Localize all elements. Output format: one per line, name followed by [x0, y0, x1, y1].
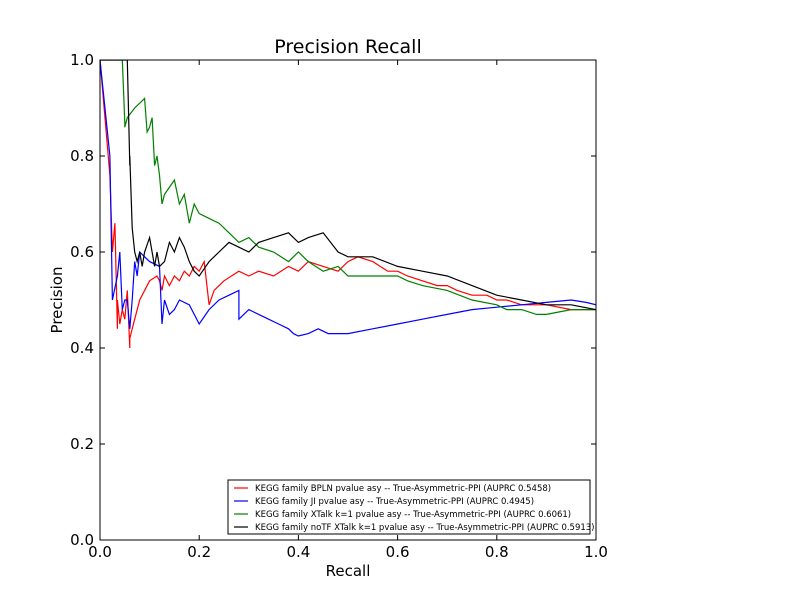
- x-tick-label: 0.6: [386, 543, 410, 561]
- y-axis-label: Precision: [48, 267, 66, 334]
- legend-label-2: KEGG family JI pvalue asy -- True-Asymme…: [255, 497, 534, 507]
- x-tick-label: 0.4: [286, 543, 310, 561]
- y-tick-label: 1.0: [70, 51, 94, 69]
- series-line-4: [100, 60, 596, 311]
- legend-box: [227, 479, 591, 535]
- x-tick-label: 0.2: [187, 543, 211, 561]
- x-tick-label: 0.0: [88, 543, 112, 561]
- y-tick-label: 0.0: [70, 531, 94, 549]
- series-layer: [100, 60, 596, 349]
- series-line-2: [100, 60, 596, 337]
- plot-frame: [99, 59, 597, 541]
- x-tick-label: 1.0: [584, 543, 608, 561]
- legend-label-3: KEGG family XTalk k=1 pvalue asy -- True…: [255, 510, 571, 520]
- plot-area: [100, 60, 596, 540]
- x-axis-label: Recall: [326, 562, 371, 580]
- legend: KEGG family BPLN pvalue asy -- True-Asym…: [227, 479, 595, 535]
- chart-title: Precision Recall: [274, 36, 422, 58]
- y-tick-label: 0.2: [70, 435, 94, 453]
- x-tick-label: 0.8: [485, 543, 509, 561]
- legend-label-1: KEGG family BPLN pvalue asy -- True-Asym…: [255, 484, 551, 494]
- series-line-3: [100, 60, 596, 315]
- y-tick-label: 0.6: [70, 243, 94, 261]
- y-tick-label: 0.8: [70, 147, 94, 165]
- y-tick-label: 0.4: [70, 339, 94, 357]
- legend-label-4: KEGG family noTF XTalk k=1 pvalue asy --…: [255, 523, 595, 533]
- ticks-layer: 0.0 0.2 0.4 0.6 0.8 1.0 0.0 0.2 0.4 0.6 0.8 1.0: [70, 51, 608, 561]
